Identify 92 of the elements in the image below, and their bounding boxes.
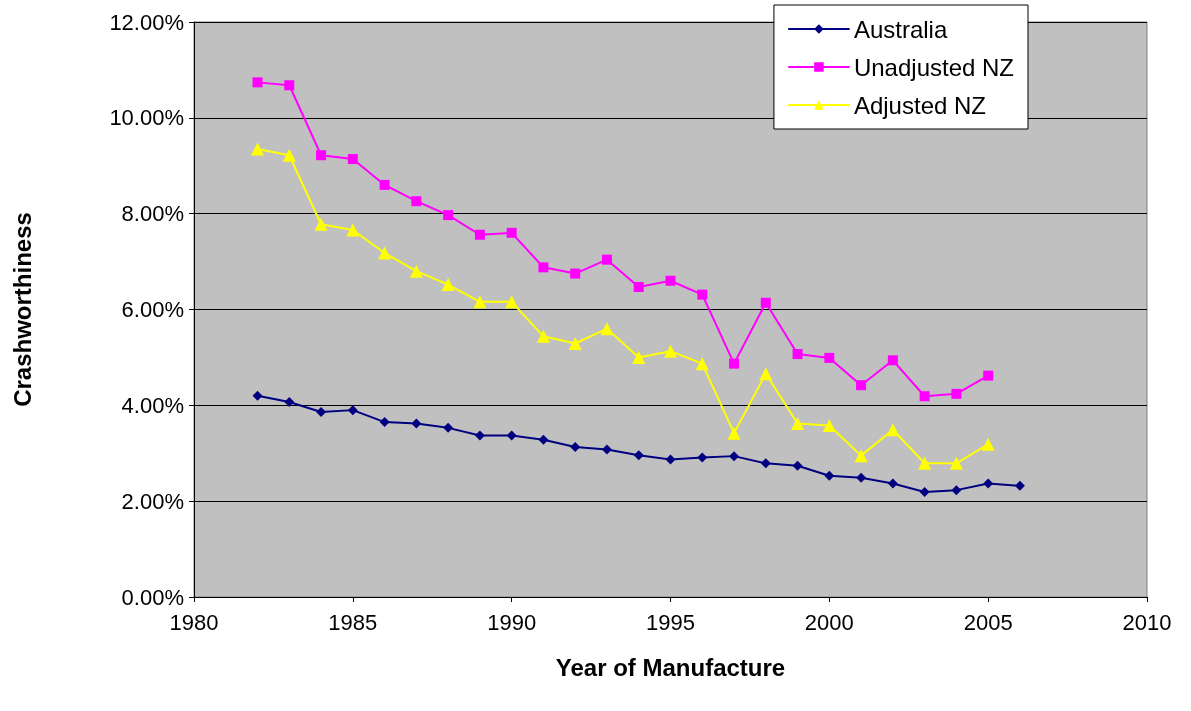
y-tick-label: 6.00% — [121, 297, 184, 322]
point — [792, 349, 803, 360]
point — [665, 454, 676, 465]
y-tick-label: 2.00% — [121, 488, 184, 514]
point — [983, 370, 994, 381]
point — [664, 344, 677, 358]
point — [570, 268, 581, 279]
point — [538, 434, 549, 445]
x-tick-label: 1980 — [169, 609, 219, 635]
point — [409, 264, 423, 278]
point — [474, 229, 485, 240]
x-tick-label: 2000 — [804, 609, 854, 635]
point — [951, 485, 962, 496]
point — [665, 275, 676, 286]
point — [824, 470, 835, 481]
point — [411, 196, 422, 207]
point — [379, 417, 390, 428]
x-tick-label: 1985 — [328, 609, 378, 635]
y-tick-label: 10.00% — [109, 105, 184, 131]
point — [729, 358, 740, 369]
point — [601, 254, 612, 265]
point — [252, 390, 263, 401]
legend-label: Unadjusted NZ — [853, 53, 1014, 81]
point — [346, 223, 360, 237]
point — [474, 430, 485, 441]
point — [695, 357, 709, 371]
point — [983, 478, 994, 489]
point — [282, 148, 296, 162]
x-axis-title: Year of Manufacture — [555, 653, 786, 681]
point — [379, 179, 390, 190]
point — [316, 150, 327, 161]
point — [854, 449, 868, 463]
point — [441, 278, 455, 292]
y-tick-label: 8.00% — [121, 201, 184, 227]
point — [601, 444, 612, 455]
point — [760, 297, 771, 308]
point — [918, 456, 932, 470]
y-tick-label: 4.00% — [121, 392, 184, 418]
point — [284, 80, 295, 91]
point — [729, 451, 740, 462]
point — [347, 405, 358, 416]
point — [284, 396, 295, 407]
point — [443, 210, 454, 221]
x-tick-label: 2010 — [1122, 609, 1172, 635]
point — [506, 430, 517, 441]
x-tick-label: 1995 — [646, 609, 695, 635]
point — [697, 289, 708, 300]
point — [949, 456, 963, 470]
legend-label: Australia — [853, 15, 948, 43]
point — [822, 418, 836, 432]
point — [1014, 480, 1025, 491]
point — [505, 295, 519, 309]
legend-label: Adjusted NZ — [853, 91, 986, 119]
point — [314, 217, 328, 231]
point — [981, 437, 995, 451]
y-tick-label: 12.00% — [109, 9, 184, 35]
point — [792, 460, 803, 471]
point — [252, 77, 263, 88]
point — [473, 295, 487, 309]
point — [886, 423, 900, 437]
point — [378, 246, 392, 260]
point — [633, 281, 644, 292]
point — [887, 355, 898, 366]
point — [570, 442, 581, 453]
point — [316, 407, 327, 418]
point — [856, 380, 867, 391]
point — [951, 388, 962, 399]
point — [411, 418, 422, 429]
point — [727, 426, 741, 440]
point — [887, 478, 898, 489]
point — [600, 322, 614, 336]
x-tick-label: 2005 — [963, 609, 1013, 635]
point — [856, 472, 867, 483]
point — [538, 262, 549, 273]
point — [633, 450, 644, 461]
y-axis-title: Crashworthiness — [8, 212, 36, 407]
point — [759, 367, 773, 381]
point — [536, 329, 550, 343]
point — [824, 352, 835, 363]
point — [791, 417, 805, 431]
point — [347, 154, 358, 165]
y-tick-label: 0.00% — [121, 584, 184, 610]
x-tick-label: 1990 — [487, 609, 537, 635]
point — [443, 422, 454, 433]
point — [506, 227, 517, 238]
point — [919, 391, 930, 402]
point — [568, 337, 582, 351]
point — [697, 452, 708, 463]
point — [632, 350, 646, 364]
point — [760, 458, 771, 469]
point — [251, 142, 265, 156]
point — [919, 487, 930, 498]
